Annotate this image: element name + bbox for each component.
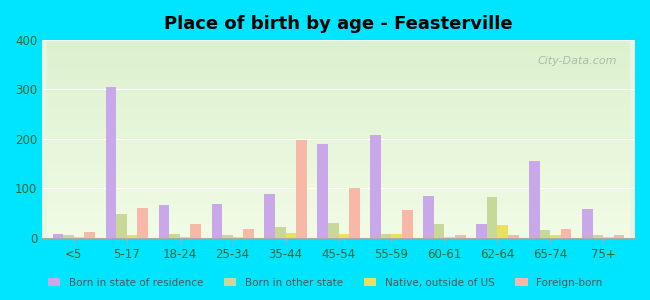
Bar [391,234,402,238]
Bar [445,237,455,238]
Bar [508,235,519,238]
Bar [222,235,233,238]
Bar [455,235,465,238]
Legend: Born in state of residence, Born in other state, Native, outside of US, Foreign-: Born in state of residence, Born in othe… [44,274,606,292]
Bar [476,224,487,238]
Bar [614,235,625,238]
Bar [370,135,381,238]
Text: City-Data.com: City-Data.com [538,56,618,66]
Bar [265,194,275,238]
Bar [423,196,434,238]
Bar [582,209,593,238]
Bar [296,140,307,238]
Bar [561,229,571,238]
Bar [339,234,349,238]
Bar [137,208,148,238]
Bar [402,210,413,238]
Bar [349,188,359,238]
Bar [116,214,127,238]
Bar [497,225,508,238]
Bar [63,235,74,238]
Bar [53,234,63,238]
Bar [159,206,169,238]
Bar [487,197,497,238]
Bar [529,161,539,238]
Bar [285,232,296,238]
Bar [233,237,243,238]
Bar [434,224,445,238]
Bar [381,234,391,238]
Bar [603,237,614,238]
Bar [84,232,95,238]
Bar [74,237,85,238]
Bar [169,234,180,238]
Bar [317,144,328,238]
Bar [127,235,137,238]
Bar [328,223,339,238]
Bar [275,227,285,238]
Title: Place of birth by age - Feasterville: Place of birth by age - Feasterville [164,15,513,33]
Bar [540,230,551,238]
Bar [551,235,561,238]
Bar [190,224,201,238]
Bar [211,204,222,238]
Bar [243,229,254,238]
Bar [180,237,190,238]
Bar [106,87,116,238]
Bar [593,235,603,238]
